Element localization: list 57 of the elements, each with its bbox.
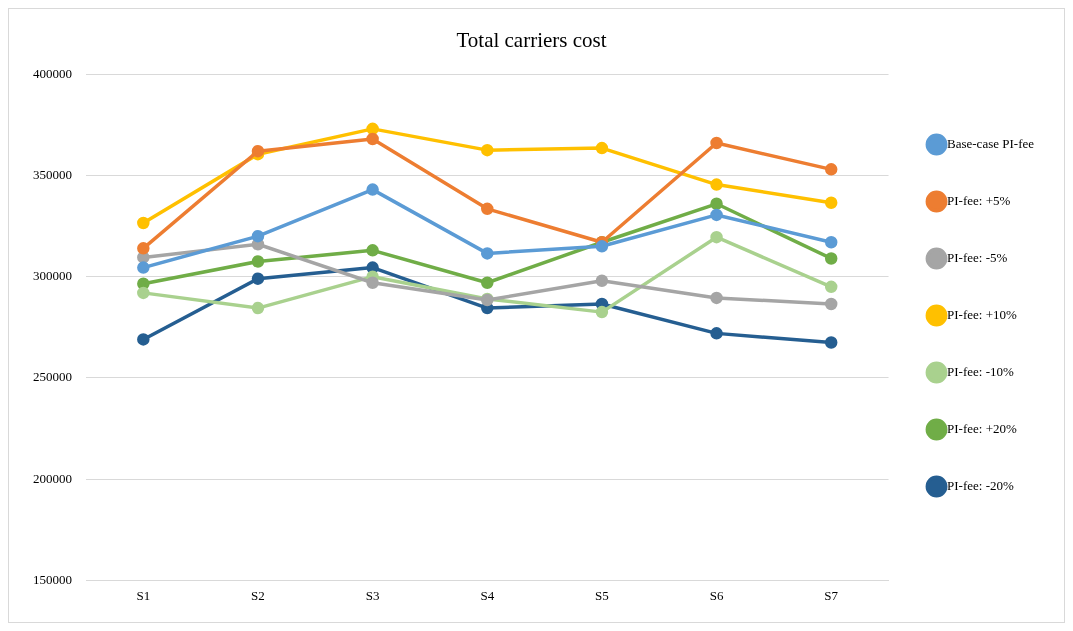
point <box>595 141 609 155</box>
y-tick-label: 150000 <box>33 571 72 587</box>
point <box>824 336 838 349</box>
point <box>137 242 150 255</box>
legend-label: PI-fee: +20% <box>947 420 1017 436</box>
point <box>710 291 723 305</box>
point <box>710 208 723 222</box>
point <box>595 274 609 287</box>
x-tick-label: S3 <box>365 587 380 603</box>
point <box>824 280 838 294</box>
legend-label: PI-fee: +10% <box>947 306 1017 322</box>
point <box>251 301 265 315</box>
x-tick-label: S6 <box>709 587 724 603</box>
y-tick-label: 250000 <box>33 369 72 385</box>
y-tick-label: 200000 <box>33 470 72 486</box>
x-tick-label: S7 <box>824 587 839 603</box>
point <box>251 255 265 268</box>
point <box>366 122 379 136</box>
legend-label: PI-fee: -10% <box>947 363 1014 379</box>
point <box>710 197 723 211</box>
legend-label: PI-fee: -5% <box>947 249 1008 265</box>
point <box>481 247 494 260</box>
point <box>710 178 723 191</box>
point <box>137 216 150 230</box>
point <box>137 261 150 274</box>
point <box>710 327 723 340</box>
y-tick-label: 300000 <box>33 268 72 284</box>
point <box>824 163 838 176</box>
point <box>481 143 494 157</box>
point <box>137 286 150 300</box>
point <box>137 333 150 346</box>
point <box>824 236 838 249</box>
x-tick-label: S1 <box>136 587 151 603</box>
point <box>595 240 609 253</box>
point <box>595 305 609 319</box>
point <box>251 272 265 285</box>
y-tick-label: 350000 <box>33 166 72 182</box>
x-tick-label: S2 <box>251 587 265 603</box>
legend-label: PI-fee: -20% <box>947 477 1014 493</box>
point <box>366 132 379 146</box>
point <box>251 229 265 243</box>
chart-title: Total carriers cost <box>456 28 607 53</box>
y-tick-label: 400000 <box>33 65 72 81</box>
legend-label: PI-fee: +5% <box>947 192 1011 208</box>
point <box>366 276 379 289</box>
point <box>481 276 494 289</box>
point <box>366 183 379 196</box>
legend-label: Base-case PI-fee <box>947 135 1035 151</box>
point <box>824 196 838 210</box>
point <box>710 230 723 244</box>
point <box>366 244 379 257</box>
point <box>710 136 723 150</box>
x-tick-label: S4 <box>480 587 495 603</box>
point <box>824 297 838 311</box>
x-tick-label: S5 <box>595 587 609 603</box>
point <box>824 252 838 265</box>
point <box>481 202 494 216</box>
